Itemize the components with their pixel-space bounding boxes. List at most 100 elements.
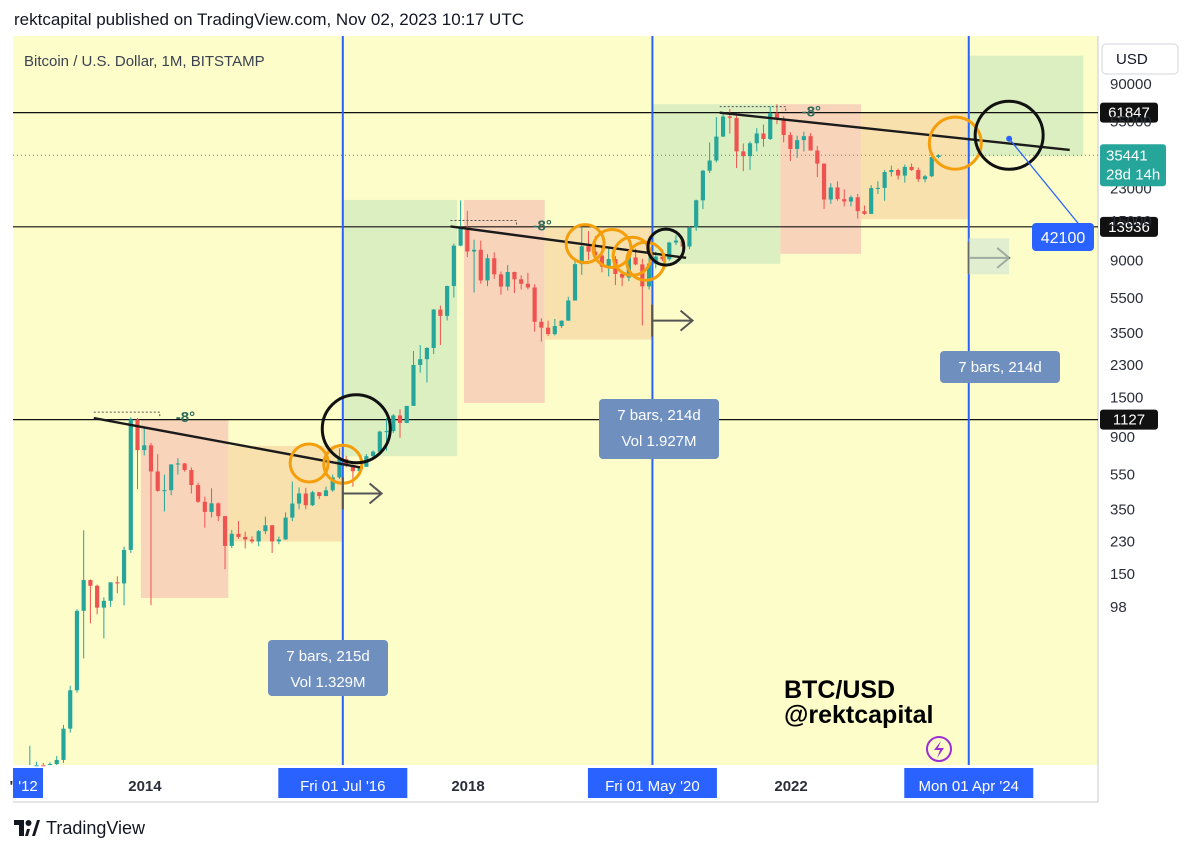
candle[interactable] [142,427,147,456]
candle[interactable] [916,167,921,182]
candle[interactable] [431,309,436,355]
orange-circle[interactable] [927,115,983,171]
candle[interactable] [458,200,463,247]
candle[interactable] [828,183,833,204]
candle[interactable] [148,442,154,606]
candle[interactable] [579,227,584,275]
candle[interactable] [552,318,557,336]
candle[interactable] [162,474,167,512]
candle[interactable] [182,462,187,472]
candle[interactable] [303,487,308,510]
candle[interactable] [909,163,914,171]
candle[interactable] [54,756,59,765]
lightning-icon[interactable] [926,736,952,762]
candle[interactable] [169,464,174,496]
candle[interactable] [801,131,806,152]
candle[interactable] [875,181,880,194]
candle[interactable] [101,597,106,639]
trendline[interactable] [93,416,364,470]
candle[interactable] [471,239,477,293]
candle[interactable] [512,271,517,293]
candle[interactable] [424,347,430,383]
candle[interactable] [768,106,773,140]
candle[interactable] [572,259,578,301]
candle[interactable] [734,115,739,169]
candle[interactable] [929,155,934,178]
candle[interactable] [936,154,941,159]
candle[interactable] [815,146,820,177]
orange-circle[interactable] [288,442,330,484]
candle[interactable] [296,487,302,510]
candle[interactable] [276,536,281,545]
candle[interactable] [418,345,423,373]
halving-date-tag[interactable] [587,768,717,798]
candle[interactable] [155,454,160,492]
candle[interactable] [774,104,780,125]
candle[interactable] [896,168,901,180]
candle[interactable] [808,132,813,151]
candle[interactable] [707,142,712,173]
candle[interactable] [519,275,524,290]
candle[interactable] [317,492,322,500]
candle[interactable] [795,135,800,158]
candle[interactable] [559,320,564,328]
black-circle[interactable] [646,227,686,267]
halving-date-tag[interactable] [278,768,408,798]
candle[interactable] [620,271,625,287]
trendline[interactable] [450,225,687,260]
candle[interactable] [377,430,382,452]
candle[interactable] [721,112,726,137]
black-circle[interactable] [973,99,1045,171]
candle[interactable] [761,124,766,147]
candle[interactable] [128,417,133,553]
candle[interactable] [606,248,611,277]
candle[interactable] [68,685,73,733]
candle[interactable] [532,284,537,332]
candle[interactable] [175,458,180,475]
candle[interactable] [371,450,376,458]
candle[interactable] [902,164,907,183]
candle[interactable] [842,189,847,207]
trendline[interactable] [719,111,1070,152]
candle[interactable] [687,225,692,250]
candle[interactable] [566,296,571,321]
candle[interactable] [209,488,214,518]
orange-circle[interactable] [564,223,606,265]
candle[interactable] [249,536,255,544]
candle[interactable] [445,285,450,321]
candle[interactable] [391,414,396,434]
candle[interactable] [478,240,483,284]
candle[interactable] [81,530,86,659]
candle[interactable] [216,502,221,522]
candle[interactable] [236,521,241,539]
candle[interactable] [202,496,207,528]
candle[interactable] [34,761,39,767]
candle[interactable] [546,320,551,336]
candle[interactable] [714,117,719,163]
currency-button[interactable] [1101,43,1179,75]
candle[interactable] [485,254,490,287]
candle[interactable] [882,170,887,201]
candle[interactable] [283,512,288,540]
candle[interactable] [498,271,504,295]
candle[interactable] [47,762,53,766]
measure-callout[interactable]: 7 bars, 214d [940,351,1060,383]
candle[interactable] [108,582,113,607]
candle[interactable] [196,482,201,503]
candle[interactable] [673,235,679,246]
candle[interactable] [835,181,840,201]
candle[interactable] [121,546,127,606]
black-circle[interactable] [320,393,392,465]
candle[interactable] [222,516,228,570]
candle[interactable] [640,258,645,326]
candle[interactable] [404,405,409,424]
measure-callout[interactable]: 7 bars, 215d Vol 1.329M [268,640,388,696]
candle[interactable] [788,132,793,161]
candle[interactable] [889,165,894,177]
candle[interactable] [862,205,867,215]
candle[interactable] [310,490,315,507]
tradingview-logo-icon[interactable] [14,820,40,836]
candle[interactable] [525,272,530,290]
candle[interactable] [492,252,497,279]
